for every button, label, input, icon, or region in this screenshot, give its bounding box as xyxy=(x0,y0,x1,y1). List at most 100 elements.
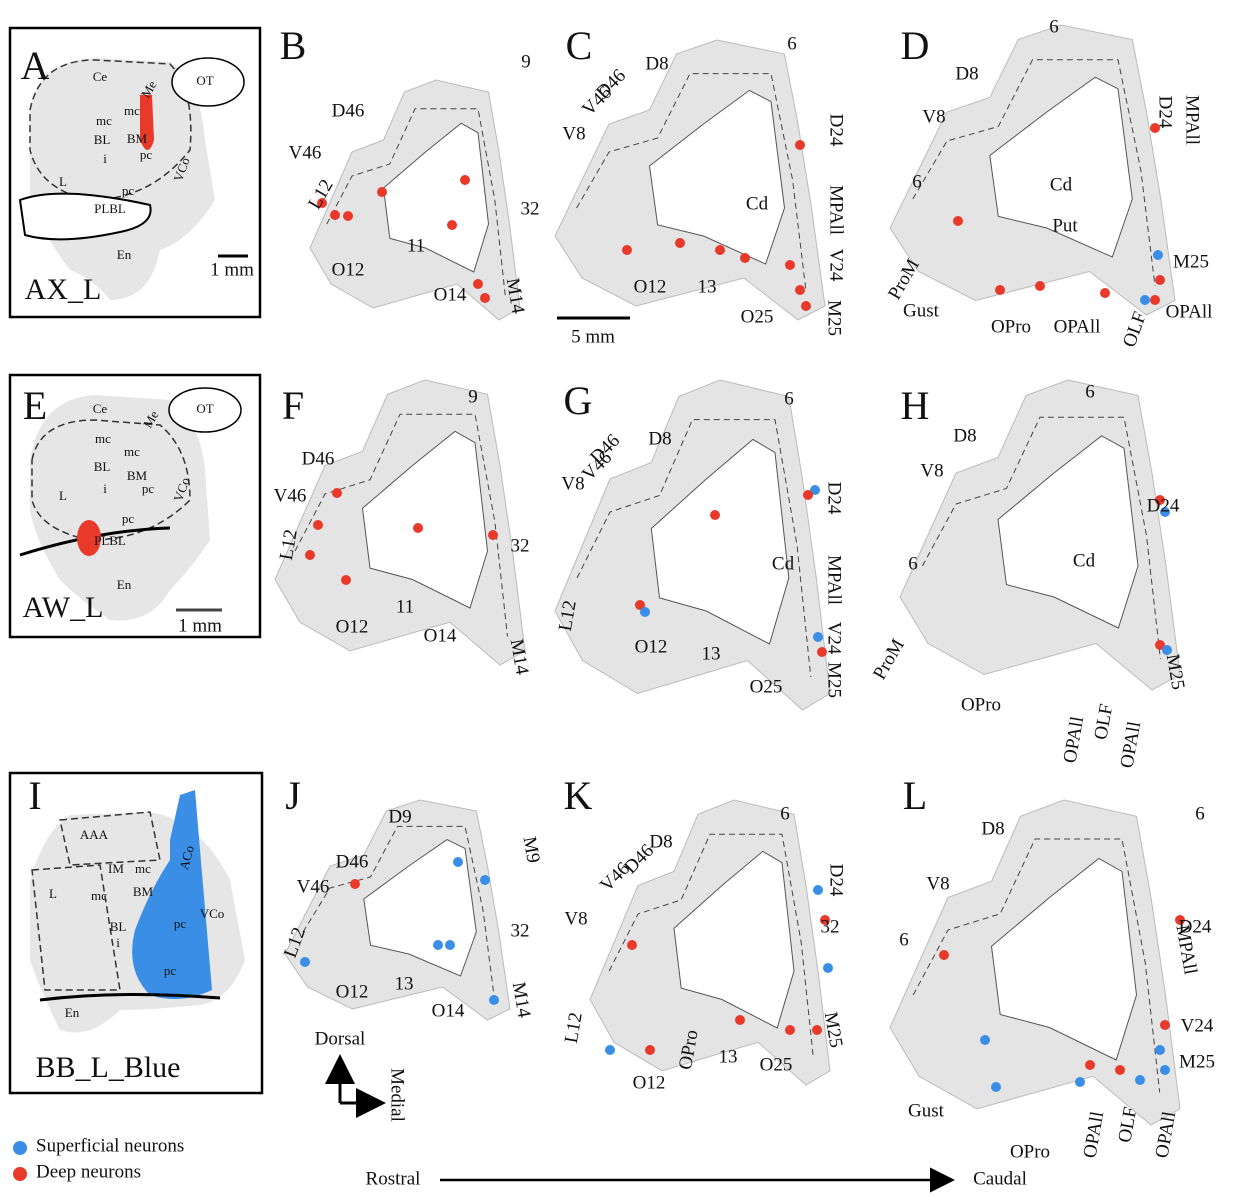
neuron xyxy=(1085,1060,1095,1070)
region-label: VCo xyxy=(200,906,225,921)
region-label: 6 xyxy=(787,33,797,54)
dorsal-label: Dorsal xyxy=(315,1028,366,1049)
scale-label: 1 mm xyxy=(178,615,222,636)
region-label: D24 xyxy=(826,864,847,897)
panel-letter: J xyxy=(285,773,301,818)
case-label: BB_L_Blue xyxy=(35,1051,180,1084)
region-label: V46 xyxy=(274,485,307,506)
region-label: BM xyxy=(127,131,148,146)
neuron xyxy=(1140,295,1150,305)
region-label: 6 xyxy=(784,388,794,409)
region-label: OPAll xyxy=(1059,715,1088,765)
neuron xyxy=(801,301,811,311)
region-label: O14 xyxy=(424,625,457,646)
region-label: V24 xyxy=(824,622,845,655)
region-label: D8 xyxy=(648,428,671,449)
region-label: V8 xyxy=(561,473,584,494)
neuron xyxy=(735,1015,745,1025)
region-label: O14 xyxy=(432,1000,465,1021)
neuron xyxy=(1150,295,1160,305)
region-label: M14 xyxy=(508,980,535,1019)
region-label: 11 xyxy=(396,596,414,617)
region-label: V8 xyxy=(562,123,585,144)
region-label: Ce xyxy=(93,69,108,84)
neuron xyxy=(715,245,725,255)
region-label: mc xyxy=(91,888,107,903)
region-label: 32 xyxy=(821,916,840,937)
neuron xyxy=(991,1082,1001,1092)
region-label: 13 xyxy=(698,276,717,297)
region-label: V46 xyxy=(297,876,330,897)
legend-label: Superficial neurons xyxy=(36,1135,184,1156)
region-label: L xyxy=(49,886,57,901)
neuron xyxy=(605,1045,615,1055)
case-label: AW_L xyxy=(23,591,104,624)
neuron xyxy=(627,940,637,950)
region-label: MPAll xyxy=(824,555,845,605)
medial-label: Medial xyxy=(387,1068,408,1122)
panel-letter: A xyxy=(21,43,50,88)
region-label: 9 xyxy=(521,51,531,72)
region-label: D24 xyxy=(826,114,847,147)
panel-letter: B xyxy=(280,23,307,68)
region-label: V8 xyxy=(564,908,587,929)
region-label: En xyxy=(117,247,132,262)
region-label: pc xyxy=(142,481,155,496)
region-label: L xyxy=(59,174,67,189)
region-label: L12 xyxy=(561,1011,587,1045)
region-label: 32 xyxy=(521,198,540,219)
case-label: AX_L xyxy=(25,273,102,306)
region-label: D9 xyxy=(388,806,411,827)
region-label: Gust xyxy=(908,1100,945,1121)
neuron xyxy=(460,175,470,185)
neuron xyxy=(1115,1065,1125,1075)
neuron xyxy=(480,293,490,303)
region-label: BL xyxy=(94,459,111,474)
region-label: AAA xyxy=(80,827,109,842)
panel-letter: H xyxy=(901,383,930,428)
region-label: OPro xyxy=(991,316,1031,337)
region-label: OLF xyxy=(1090,702,1117,741)
region-label: Cd xyxy=(1073,550,1096,571)
caudal-label: Caudal xyxy=(973,1168,1027,1189)
region-label: PLBL xyxy=(94,201,126,216)
region-label: OT xyxy=(196,73,213,88)
region-label: 6 xyxy=(1049,16,1059,37)
region-label: D24 xyxy=(1155,96,1176,129)
region-label: ProM xyxy=(869,635,909,683)
region-label: mc xyxy=(95,431,111,446)
region-label: V46 xyxy=(289,142,322,163)
neuron xyxy=(305,550,315,560)
region-label: V8 xyxy=(926,873,949,894)
neuron xyxy=(350,879,360,889)
neuron xyxy=(332,488,342,498)
region-label: i xyxy=(116,935,120,950)
region-label: En xyxy=(117,577,132,592)
region-label: 6 xyxy=(780,803,790,824)
panel-letter: L xyxy=(903,773,927,818)
neuron xyxy=(795,285,805,295)
region-label: D46 xyxy=(332,100,365,121)
region-label: D8 xyxy=(645,53,668,74)
region-label: 13 xyxy=(719,1046,738,1067)
neuron xyxy=(803,490,813,500)
region-label: mc xyxy=(124,444,140,459)
region-label: M25 xyxy=(1179,1051,1215,1072)
region-label: D8 xyxy=(649,831,672,852)
region-label: MPAll xyxy=(826,185,847,235)
panel-letter: I xyxy=(28,773,41,818)
region-label: O12 xyxy=(336,616,369,637)
region-label: mc xyxy=(135,861,151,876)
region-label: M14 xyxy=(506,637,533,676)
region-label: M25 xyxy=(1162,652,1189,691)
region-label: 32 xyxy=(511,920,530,941)
region-label: D24 xyxy=(824,482,845,515)
region-label: OLF xyxy=(1119,309,1151,350)
region-label: OPro xyxy=(1010,1141,1050,1162)
neuron xyxy=(645,1045,655,1055)
region-label: OT xyxy=(196,401,213,416)
region-label: mc xyxy=(124,103,140,118)
panel-letter: C xyxy=(566,23,593,68)
neuron xyxy=(939,950,949,960)
region-label: D8 xyxy=(955,63,978,84)
